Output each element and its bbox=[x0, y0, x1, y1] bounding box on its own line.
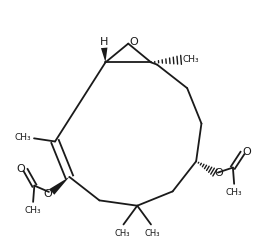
Text: CH₃: CH₃ bbox=[25, 206, 41, 216]
Text: O: O bbox=[214, 168, 223, 177]
Text: CH₃: CH₃ bbox=[182, 54, 199, 64]
Text: CH₃: CH₃ bbox=[114, 229, 130, 238]
Text: CH₃: CH₃ bbox=[15, 132, 32, 141]
Text: O: O bbox=[17, 164, 25, 174]
Text: CH₃: CH₃ bbox=[226, 188, 242, 197]
Text: O: O bbox=[43, 189, 52, 199]
Polygon shape bbox=[101, 48, 107, 62]
Text: H: H bbox=[99, 36, 108, 46]
Text: CH₃: CH₃ bbox=[145, 229, 160, 238]
Text: O: O bbox=[130, 37, 138, 47]
Text: O: O bbox=[242, 146, 251, 156]
Polygon shape bbox=[49, 177, 69, 195]
